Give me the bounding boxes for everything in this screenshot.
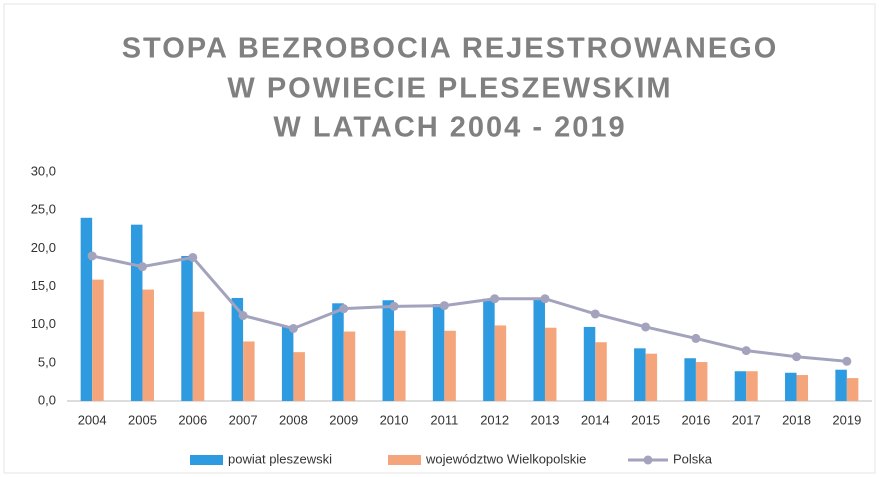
bar <box>494 325 507 401</box>
x-tick-label: 2007 <box>229 412 258 427</box>
bar <box>846 378 859 401</box>
line-marker <box>137 262 147 272</box>
x-tick-label: 2004 <box>78 412 107 427</box>
bar <box>243 341 255 401</box>
bar <box>835 369 847 401</box>
bar <box>332 303 344 401</box>
legend-label: województwo Wielkopolskie <box>425 451 586 466</box>
bar <box>394 330 406 401</box>
line-marker <box>540 294 550 304</box>
x-tick-label: 2005 <box>128 412 157 427</box>
line-marker <box>288 323 298 333</box>
line-marker <box>87 251 97 261</box>
line-marker <box>389 301 399 311</box>
x-tick-label: 2015 <box>631 412 660 427</box>
bar <box>533 297 545 401</box>
bar <box>343 331 356 401</box>
y-tick-label: 10,0 <box>31 316 56 331</box>
line-marker <box>490 294 500 304</box>
line-marker <box>641 322 651 332</box>
x-tick-label: 2010 <box>380 412 409 427</box>
bar <box>645 353 658 401</box>
bar <box>142 289 154 401</box>
chart-title: STOPA BEZROBOCIA REJESTROWANEGO <box>122 33 779 65</box>
y-tick-label: 20,0 <box>31 240 56 255</box>
bar <box>231 297 244 401</box>
legend-label: powiat pleszewski <box>228 451 332 466</box>
bar <box>695 362 708 401</box>
bar <box>444 330 456 401</box>
x-tick-label: 2006 <box>178 412 207 427</box>
x-tick-label: 2017 <box>732 412 761 427</box>
line-marker <box>238 311 248 321</box>
y-tick-label: 5,0 <box>38 354 56 369</box>
bar <box>684 358 696 401</box>
x-tick-label: 2019 <box>832 412 861 427</box>
x-tick-label: 2008 <box>279 412 308 427</box>
x-tick-label: 2018 <box>782 412 811 427</box>
line-marker <box>792 352 802 362</box>
bar <box>181 255 193 401</box>
bar <box>483 298 495 401</box>
legend-swatch <box>190 455 223 465</box>
y-tick-label: 30,0 <box>31 163 56 178</box>
bar <box>382 300 395 401</box>
y-tick-label: 25,0 <box>31 202 56 217</box>
bar <box>192 311 205 401</box>
bar <box>293 352 305 401</box>
y-tick-label: 15,0 <box>31 278 56 293</box>
bar <box>80 217 93 401</box>
bar <box>583 326 596 401</box>
line-marker <box>842 356 852 366</box>
bar <box>746 371 758 401</box>
x-tick-label: 2009 <box>329 412 358 427</box>
legend-swatch <box>388 455 421 465</box>
line <box>91 254 847 363</box>
bar <box>785 372 797 401</box>
bar <box>544 327 557 401</box>
line-marker <box>188 252 198 262</box>
line-marker <box>590 309 600 319</box>
bar <box>734 371 747 401</box>
x-tick-label: 2014 <box>581 412 610 427</box>
line-marker <box>439 301 449 311</box>
bar <box>595 342 607 401</box>
bar <box>634 348 646 401</box>
line-marker <box>691 333 701 343</box>
chart-frame <box>3 3 876 474</box>
bar <box>130 224 143 401</box>
line-marker <box>741 346 751 356</box>
bar <box>92 279 104 401</box>
bar <box>432 304 445 401</box>
x-tick-label: 2013 <box>531 412 560 427</box>
x-tick-label: 2016 <box>681 412 710 427</box>
bar <box>796 375 809 401</box>
chart-title: W POWIECIE PLESZEWSKIM <box>227 73 672 105</box>
chart-title: W LATACH 2004 - 2019 <box>273 112 626 144</box>
legend-label: Polska <box>673 451 713 466</box>
legend-swatch <box>643 455 653 465</box>
x-tick-label: 2011 <box>430 412 458 427</box>
line-marker <box>339 304 349 314</box>
x-tick-label: 2012 <box>480 412 509 427</box>
y-tick-label: 0,0 <box>38 392 56 407</box>
bar <box>281 326 294 401</box>
